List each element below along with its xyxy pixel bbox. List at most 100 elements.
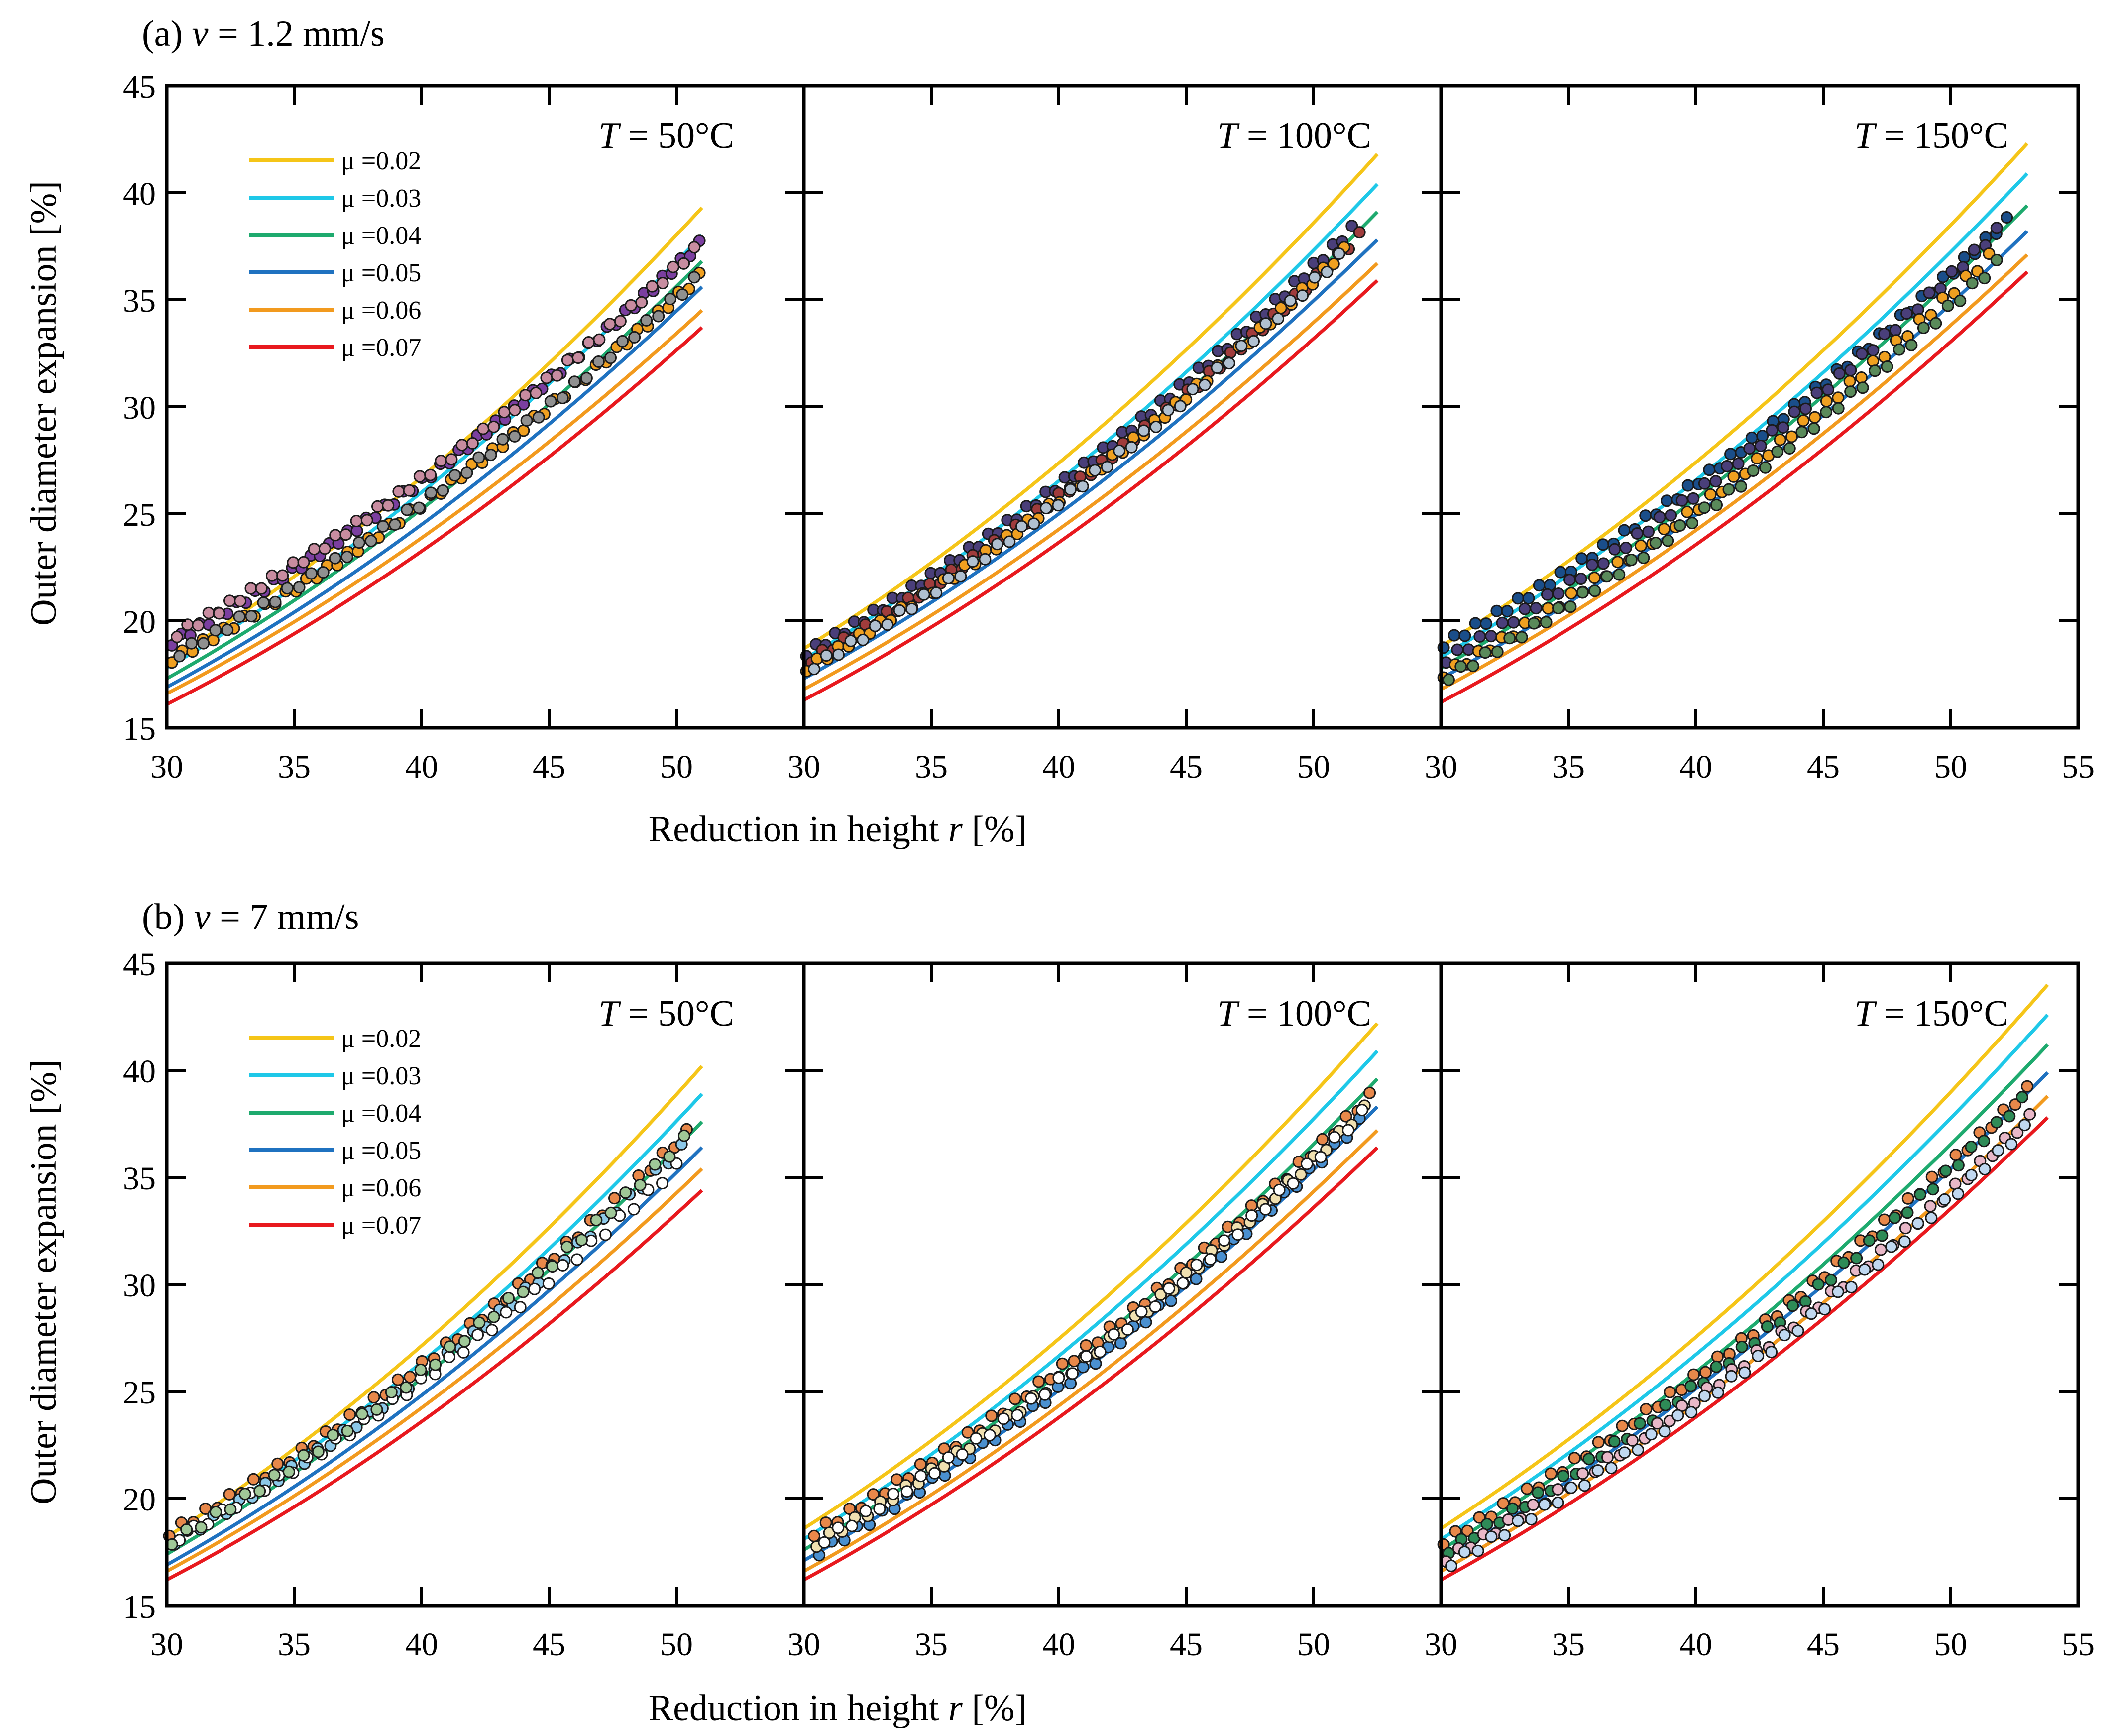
legend-label: μ =0.03 [341, 184, 421, 213]
data-point [1687, 1368, 1700, 1381]
x-tick-label: 45 [1170, 749, 1203, 785]
x-tick-label: 50 [660, 1626, 693, 1663]
y-tick-label: 40 [123, 176, 156, 212]
data-point [1759, 461, 1772, 474]
data-point [667, 260, 679, 273]
data-point [1923, 286, 1936, 299]
data-point [1597, 557, 1610, 570]
data-point [245, 610, 258, 623]
data-point [1968, 243, 1981, 256]
data-point [1812, 1278, 1825, 1291]
data-point [1687, 492, 1700, 505]
data-point [1485, 1530, 1498, 1543]
data-point [1273, 1183, 1286, 1196]
data-point [1752, 1350, 1765, 1362]
data-point [389, 518, 401, 531]
data-point [1466, 660, 1479, 673]
data-point [1820, 406, 1833, 419]
data-point [1301, 1157, 1313, 1170]
data-point [1917, 322, 1930, 334]
data-point [502, 1292, 515, 1304]
x-tick-label: 45 [533, 1626, 565, 1663]
data-point [640, 314, 653, 327]
data-point [1751, 452, 1764, 465]
chart-panel-b-3: 30 35 40 45 50 55 T = 150°C [1425, 961, 2095, 1663]
data-point [297, 1449, 310, 1462]
data-point [546, 1260, 559, 1273]
data-point [1180, 1266, 1193, 1279]
data-point [1618, 1446, 1631, 1459]
x-tick-label: 40 [1679, 1626, 1712, 1663]
data-point [1077, 1361, 1090, 1374]
data-point [1681, 479, 1694, 492]
legend-label: μ =0.04 [341, 1099, 421, 1128]
data-point [1665, 509, 1677, 522]
data-point [1588, 572, 1601, 584]
x-tick-label: 30 [150, 1626, 183, 1663]
x-tick-label: 50 [660, 749, 693, 785]
data-point [979, 553, 992, 566]
legend-label: μ =0.02 [341, 147, 421, 175]
data-point [253, 1485, 266, 1498]
data-point [1498, 1529, 1511, 1542]
data-point [1808, 411, 1821, 424]
data-point [1888, 1211, 1901, 1224]
data-point [1632, 1443, 1644, 1456]
data-point [1532, 1486, 1545, 1499]
x-tick-label: 35 [915, 749, 948, 785]
data-point [424, 468, 437, 481]
data-point [297, 556, 310, 569]
model-curve-mu-6 [1440, 253, 2029, 691]
data-point [1855, 371, 1868, 384]
data-point [1094, 1345, 1107, 1358]
data-point [1522, 592, 1535, 605]
data-point [1885, 1240, 1898, 1253]
data-point [202, 606, 215, 619]
data-point [1797, 414, 1810, 427]
data-point [1658, 1425, 1671, 1438]
x-tick-label: 50 [1297, 749, 1330, 785]
data-point [1355, 1104, 1368, 1117]
data-point [192, 619, 205, 632]
data-point [1703, 463, 1716, 476]
data-point [1843, 375, 1856, 388]
data-point [970, 1432, 983, 1445]
data-point [887, 1488, 899, 1501]
data-point [580, 372, 593, 385]
data-point [1901, 1192, 1914, 1205]
data-point [1685, 1406, 1698, 1419]
data-point [1711, 1350, 1724, 1363]
data-point [530, 386, 543, 399]
data-point [1954, 294, 1967, 307]
data-point [1316, 1133, 1329, 1146]
data-point [1588, 584, 1601, 597]
data-point [1287, 1177, 1300, 1190]
data-point [1941, 299, 1954, 312]
panel-a-eq: = [209, 13, 248, 54]
data-point [991, 538, 1003, 551]
data-point [1272, 312, 1285, 325]
data-point [1578, 1479, 1591, 1492]
data-point [1659, 1398, 1672, 1411]
data-point [224, 1503, 237, 1516]
data-point [652, 310, 665, 323]
data-point [414, 1363, 427, 1376]
data-point [1616, 1419, 1629, 1432]
y-tick-label: 35 [123, 1160, 156, 1197]
data-point [1791, 1324, 1804, 1337]
data-point [983, 1429, 996, 1442]
data-point [1204, 1253, 1217, 1266]
data-point [1799, 402, 1812, 415]
data-point [1831, 1285, 1844, 1298]
data-point [627, 1203, 640, 1216]
data-point [1294, 1168, 1307, 1181]
data-point [1363, 1086, 1376, 1099]
data-point [1905, 339, 1918, 351]
data-point [1745, 431, 1758, 444]
data-point [1052, 1371, 1065, 1384]
data-point [400, 1381, 413, 1394]
model-curve-mu-3 [803, 1049, 1379, 1541]
data-point [1914, 1188, 1927, 1201]
data-point [1327, 257, 1340, 270]
